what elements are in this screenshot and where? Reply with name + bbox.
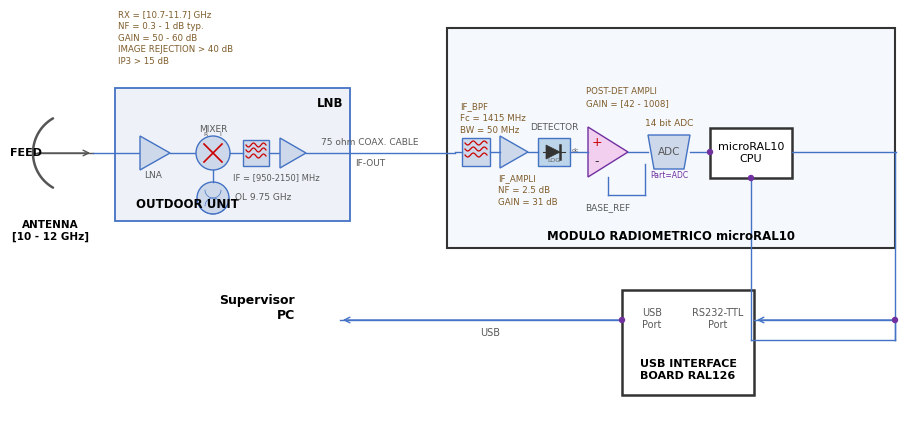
Text: RS232-TTL
Port: RS232-TTL Port [692,308,743,330]
Text: IF = [950-2150] MHz: IF = [950-2150] MHz [233,173,320,182]
Text: USB: USB [480,328,500,338]
Circle shape [893,317,897,323]
Polygon shape [546,145,560,159]
Polygon shape [588,127,628,177]
Text: R: R [204,132,208,138]
Text: BASE_REF: BASE_REF [585,203,631,212]
Polygon shape [280,138,306,168]
Text: USB
Port: USB Port [642,308,662,330]
Text: LNA: LNA [144,171,162,181]
Text: Supervisor
PC: Supervisor PC [220,294,295,322]
Text: OUTDOOR UNIT: OUTDOOR UNIT [136,198,239,211]
Text: LOG: LOG [547,158,561,164]
Text: microRAL10
CPU: microRAL10 CPU [718,142,784,164]
Text: I: I [219,132,220,138]
Text: RX = [10.7-11.7] GHz
NF = 0.3 - 1 dB typ.
GAIN = 50 - 60 dB
IMAGE REJECTION > 40: RX = [10.7-11.7] GHz NF = 0.3 - 1 dB typ… [118,10,233,66]
Circle shape [197,182,229,214]
Text: USB INTERFACE
BOARD RAL126: USB INTERFACE BOARD RAL126 [640,359,736,381]
Bar [243,140,269,166]
Text: -: - [595,155,599,168]
Circle shape [619,317,625,323]
Text: IF_AMPLI
NF = 2.5 dB
GAIN = 31 dB: IF_AMPLI NF = 2.5 dB GAIN = 31 dB [498,174,558,207]
Circle shape [707,149,713,155]
Bar [115,88,350,221]
Circle shape [196,136,230,170]
Text: 14 bit ADC: 14 bit ADC [644,119,693,128]
Polygon shape [648,135,690,169]
Text: ANTENNA
[10 - 12 GHz]: ANTENNA [10 - 12 GHz] [12,220,88,242]
Text: +: + [591,136,602,149]
Text: MODULO RADIOMETRICO microRAL10: MODULO RADIOMETRICO microRAL10 [547,229,795,242]
Text: Part=ADC: Part=ADC [650,171,688,180]
Polygon shape [140,136,170,170]
Text: OL 9.75 GHz: OL 9.75 GHz [235,194,292,203]
Bar [622,290,754,395]
Text: IF_BPF
Fc = 1415 MHz
BW = 50 MHz: IF_BPF Fc = 1415 MHz BW = 50 MHz [460,102,526,135]
Text: ADC: ADC [658,147,680,157]
Text: MIXER: MIXER [199,125,227,133]
Text: POST-DET AMPLI
GAIN = [42 - 1008]: POST-DET AMPLI GAIN = [42 - 1008] [586,87,669,108]
Text: 75 ohm COAX. CABLE: 75 ohm COAX. CABLE [321,138,419,147]
Bar [710,128,792,178]
Text: LNB: LNB [317,97,343,110]
Polygon shape [500,136,528,168]
Bar [447,28,895,248]
Bar [538,138,570,166]
Circle shape [749,175,753,181]
Bar [462,138,490,166]
Text: dc: dc [572,148,580,152]
Text: DETECTOR: DETECTOR [530,123,578,132]
Text: IF-OUT: IF-OUT [355,159,385,168]
Text: FEED: FEED [10,148,42,158]
